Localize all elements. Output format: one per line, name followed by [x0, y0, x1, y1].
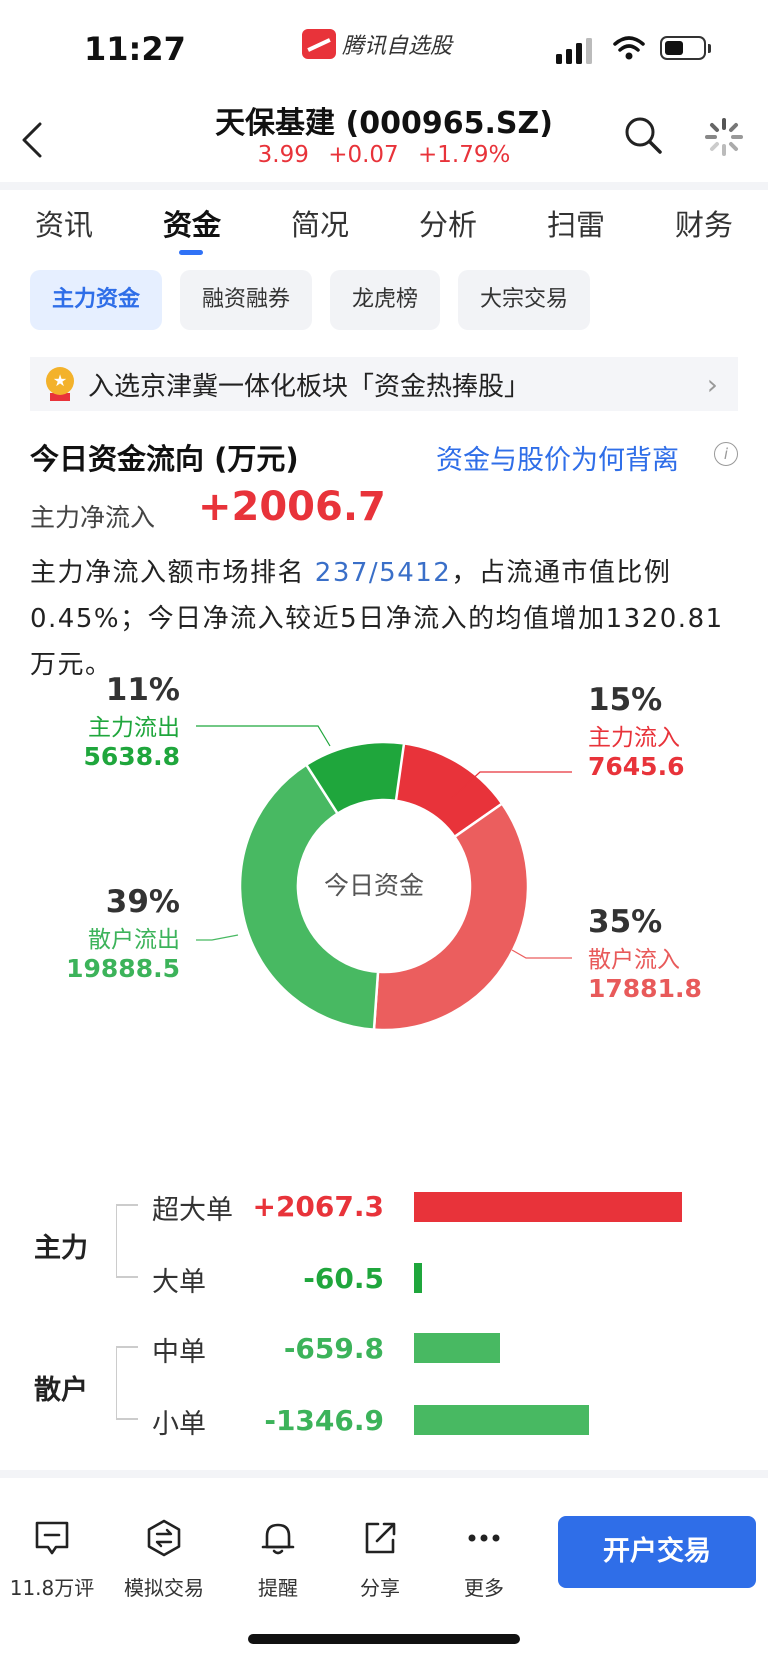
order-value-medium: -659.8	[283, 1332, 384, 1365]
content-divider	[0, 1470, 768, 1478]
flow-summary: 主力净流入额市场排名 237/5412，占流通市值比例0.45%；今日净流入较近…	[30, 558, 724, 680]
app-indicator: 腾讯自选股	[302, 28, 452, 60]
order-bar-medium	[414, 1333, 500, 1363]
donut-slice-main-outflow	[304, 740, 406, 816]
stock-title: 天保基建 (000965.SZ)	[215, 106, 553, 141]
share-icon	[365, 1522, 396, 1554]
order-name-large: 大单	[152, 1267, 206, 1298]
header-divider	[0, 182, 768, 190]
exchange-icon	[147, 1519, 181, 1557]
segment-retail-outflow: 39% 散户流出 19888.5	[66, 884, 180, 983]
order-name-super-large: 超大单	[152, 1195, 233, 1226]
stock-change: +0.07	[328, 142, 399, 168]
segment-retail-inflow: 35% 散户流入 17881.8	[588, 904, 702, 1003]
donut-slice-retail-outflow	[238, 763, 380, 1031]
segment-main-outflow: 11% 主力流出 5638.8	[83, 672, 180, 771]
capital-flow-donut: 今日资金 15% 主力流入 7645.6 35% 散户流入 17881.8 39…	[0, 672, 768, 1120]
divergence-link[interactable]: 资金与股价为何背离	[436, 445, 679, 476]
battery-icon	[660, 36, 706, 60]
sub-tabs: 主力资金 融资融券 龙虎榜 大宗交易	[30, 270, 591, 330]
subtab-dragon-tiger-list[interactable]: 龙虎榜	[330, 270, 441, 330]
loading-icon[interactable]	[704, 117, 744, 157]
medal-icon: ★	[44, 367, 76, 401]
donut-slice-retail-inflow	[372, 801, 530, 1032]
order-name-small: 小单	[152, 1409, 206, 1440]
hot-stock-banner[interactable]: ★ 入选京津冀一体化板块「资金热捧股」 ›	[30, 357, 738, 411]
net-inflow-value: +2006.7	[198, 484, 386, 530]
back-button[interactable]	[18, 118, 48, 162]
segment-main-inflow: 15% 主力流入 7645.6	[588, 682, 685, 781]
subtab-main-capital[interactable]: 主力资金	[30, 270, 163, 330]
tab-capital[interactable]: 资金	[162, 208, 221, 242]
app-name: 腾讯自选股	[342, 34, 453, 59]
tab-analysis[interactable]: 分析	[418, 208, 477, 242]
search-icon[interactable]	[622, 114, 664, 156]
alert-button[interactable]: 提醒	[238, 1518, 318, 1601]
more-button[interactable]: 更多	[444, 1518, 524, 1601]
donut-center-label: 今日资金	[324, 871, 425, 900]
stock-quote: 3.99 +0.07 +1.79%	[0, 142, 768, 168]
order-name-medium: 中单	[152, 1337, 206, 1368]
stock-change-pct: +1.79%	[417, 142, 511, 168]
app-logo-icon	[302, 29, 336, 59]
wifi-icon	[613, 36, 645, 60]
simulated-trading-button[interactable]: 模拟交易	[112, 1518, 216, 1601]
stock-price: 3.99	[257, 142, 309, 168]
status-time: 11:27	[84, 30, 186, 68]
net-inflow-label: 主力净流入	[30, 503, 156, 532]
tab-profile[interactable]: 简况	[290, 208, 349, 242]
group-label-retail: 散户	[34, 1375, 88, 1406]
tab-news[interactable]: 资讯	[34, 208, 93, 242]
comment-icon	[35, 1521, 69, 1555]
tab-financials[interactable]: 财务	[674, 208, 733, 242]
info-icon[interactable]: i	[714, 442, 738, 466]
chevron-right-icon: ›	[706, 367, 718, 401]
order-value-super-large: +2067.3	[252, 1190, 384, 1223]
more-icon	[468, 1534, 500, 1542]
group-label-main: 主力	[34, 1233, 88, 1264]
home-indicator	[248, 1634, 520, 1644]
active-tab-indicator	[179, 250, 203, 255]
section-title: 今日资金流向 (万元)	[30, 442, 299, 476]
order-bar-super-large	[414, 1192, 682, 1222]
order-value-large: -60.5	[303, 1262, 384, 1295]
order-bar-large	[414, 1263, 422, 1293]
tab-risk-scan[interactable]: 扫雷	[546, 208, 605, 242]
signal-icon	[556, 38, 592, 64]
main-tabs: 资讯 资金 简况 分析 扫雷 财务	[0, 202, 768, 256]
market-rank: 237/5412	[314, 558, 452, 588]
share-button[interactable]: 分享	[340, 1518, 420, 1601]
open-account-trade-button[interactable]: 开户交易	[558, 1516, 756, 1588]
order-value-small: -1346.9	[264, 1404, 384, 1437]
comments-button[interactable]: 11.8万评	[4, 1518, 100, 1601]
subtab-margin-trading[interactable]: 融资融券	[180, 270, 313, 330]
bell-icon	[261, 1523, 295, 1555]
banner-text: 入选京津冀一体化板块「资金热捧股」	[88, 371, 531, 402]
order-bar-small	[414, 1405, 589, 1435]
subtab-block-trades[interactable]: 大宗交易	[458, 270, 591, 330]
